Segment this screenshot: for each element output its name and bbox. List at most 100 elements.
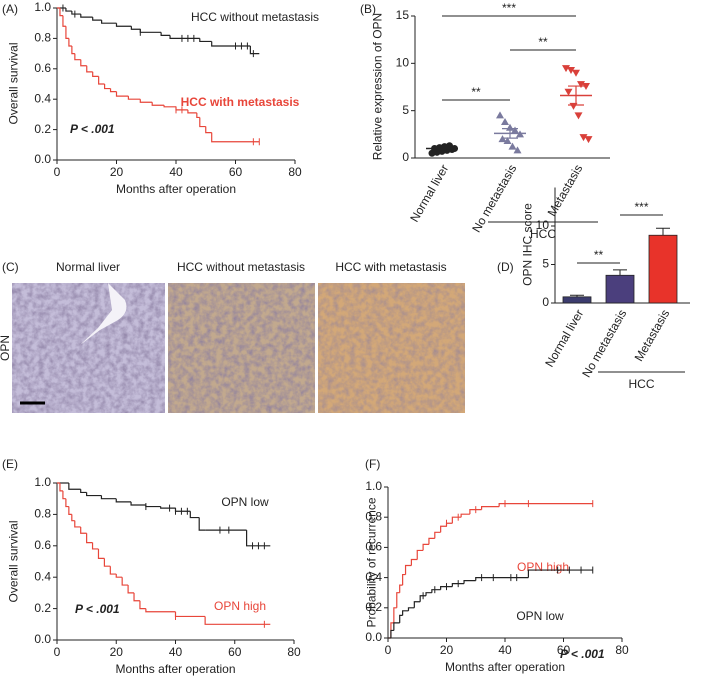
survival-step [174, 508, 191, 512]
data-point [577, 81, 585, 89]
survival-step [80, 14, 93, 18]
p-value: P < .001 [75, 602, 120, 616]
survival-step [139, 600, 146, 610]
bar [605, 274, 635, 304]
x-tick-label: 60 [228, 645, 242, 659]
survival-step [80, 526, 87, 534]
survival-step [196, 112, 200, 119]
survival-step [469, 509, 482, 515]
survival-step [68, 483, 81, 490]
error-bar [656, 227, 670, 236]
survival-step [481, 506, 500, 510]
survival-step [246, 530, 271, 547]
x-tick-label: Normal liver [542, 307, 586, 369]
data-point [582, 83, 590, 91]
y-tick-label: 0.2 [34, 122, 51, 136]
survival-step [404, 564, 412, 575]
x-tick-label: 0 [385, 643, 392, 657]
bar [648, 234, 678, 304]
y-tick-label: 1.0 [365, 479, 382, 493]
survival-step [198, 517, 206, 531]
survival-step [74, 520, 81, 528]
x-tick-label: 20 [110, 165, 124, 179]
series-label: OPN low [516, 609, 564, 623]
x-tick-label: 80 [288, 165, 302, 179]
micrograph [168, 283, 315, 413]
survival-step [390, 629, 394, 638]
y-axis-label: Overall survival [6, 519, 21, 603]
y-tick-label: 0 [542, 295, 549, 309]
y-axis-label: OPN IHC score [520, 203, 535, 287]
y-tick-label: 0.2 [34, 601, 51, 615]
y-tick-label: 0.2 [365, 600, 382, 614]
survival-step [160, 32, 171, 36]
survival-step [139, 99, 153, 103]
survival-step [169, 35, 200, 40]
survival-step [71, 11, 81, 15]
survival-step [71, 514, 75, 522]
y-tick-label: 0.0 [34, 632, 51, 646]
panel-label: (E) [2, 457, 18, 471]
x-tick-label: 80 [615, 643, 629, 657]
x-axis-label: Months after operation [115, 662, 235, 676]
y-tick-label: 0.8 [34, 31, 51, 45]
error-bar [434, 146, 450, 151]
data-point [508, 142, 517, 150]
x-tick-label: No metastasis [579, 307, 629, 380]
series-label: OPN high [517, 560, 569, 574]
survival-step [402, 573, 406, 586]
survival-step [130, 26, 141, 30]
survival-step [410, 558, 418, 566]
x-tick-label: 20 [440, 643, 454, 657]
survival-step [68, 506, 72, 516]
survival-step [145, 504, 161, 508]
micrograph [12, 283, 165, 413]
survival-step [74, 53, 81, 61]
error-bar [502, 128, 518, 139]
p-value: P < .001 [70, 122, 115, 136]
survival-step [440, 525, 447, 533]
survival-step [249, 46, 260, 55]
survival-step [498, 503, 593, 507]
y-tick-label: 0.4 [34, 91, 51, 105]
survival-step [475, 576, 505, 581]
y-tick-label: 5 [542, 257, 549, 271]
survival-step [419, 595, 427, 602]
survival-step [115, 91, 129, 97]
y-tick-label: 5 [402, 103, 409, 117]
series-label: OPN high [214, 599, 266, 613]
survival-step [463, 580, 476, 584]
survival-step [187, 109, 197, 114]
series-label: HCC with metastasis [181, 95, 300, 109]
survival-step [127, 585, 135, 594]
survival-step [62, 15, 66, 27]
image-title: HCC with metastasis [335, 260, 446, 274]
data-point [496, 111, 504, 119]
data-point [501, 118, 509, 126]
survival-step [445, 522, 453, 527]
y-tick-label: 10 [396, 56, 410, 70]
survival-step [109, 566, 117, 575]
data-point [513, 146, 522, 154]
significance-label: *** [502, 1, 516, 15]
p-value: P < .001 [560, 647, 605, 661]
x-tick-label: 60 [229, 165, 243, 179]
survival-step [199, 38, 212, 43]
y-tick-label: 0.6 [365, 540, 382, 554]
survival-step [413, 601, 421, 608]
x-tick-label: 80 [287, 645, 301, 659]
y-axis-label: Overall survival [6, 42, 21, 125]
survival-step [97, 548, 105, 559]
series-label: OPN low [221, 495, 269, 509]
y-axis-label: Probability of recurrence [364, 496, 379, 628]
survival-step [109, 88, 117, 93]
survival-step [62, 490, 66, 500]
survival-step [65, 498, 69, 508]
y-tick-label: 0.4 [365, 570, 382, 584]
x-tick-label: Metastasis [545, 162, 586, 219]
survival-step [139, 29, 162, 33]
survival-step [396, 592, 400, 608]
y-tick-label: 0 [402, 150, 409, 164]
